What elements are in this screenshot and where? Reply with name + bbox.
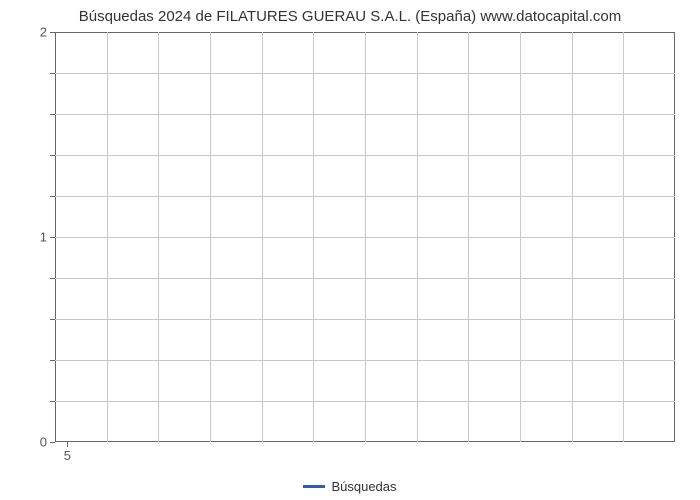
grid-line-v [468,32,469,442]
grid-line-v [262,32,263,442]
y-minor-tick [50,155,55,156]
y-tick-mark [50,442,55,443]
x-tick-mark [67,442,68,447]
legend: Búsquedas [0,478,700,494]
grid-line-v [107,32,108,442]
y-minor-tick [50,401,55,402]
grid-line-v [158,32,159,442]
grid-line-v [520,32,521,442]
legend-swatch [303,485,325,488]
y-minor-tick [50,319,55,320]
grid-line-v [572,32,573,442]
chart-title: Búsquedas 2024 de FILATURES GUERAU S.A.L… [0,8,700,25]
y-minor-tick [50,114,55,115]
y-minor-tick [50,360,55,361]
y-tick-mark [50,32,55,33]
y-minor-tick [50,278,55,279]
x-tick-label: 5 [64,448,71,463]
grid-line-v [417,32,418,442]
legend-label: Búsquedas [331,479,396,494]
plot-area: 0125 [55,32,675,442]
y-tick-mark [50,237,55,238]
grid-line-v [313,32,314,442]
y-tick-label: 1 [40,230,47,245]
y-minor-tick [50,73,55,74]
grid-line-v [210,32,211,442]
y-minor-tick [50,196,55,197]
y-tick-label: 2 [40,25,47,40]
grid-line-v [365,32,366,442]
y-tick-label: 0 [40,435,47,450]
grid-line-v [623,32,624,442]
